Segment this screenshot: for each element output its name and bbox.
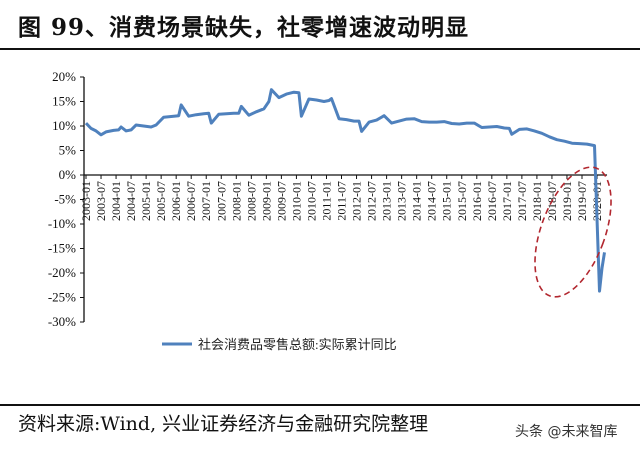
y-axis: 20% 15% 10% 5% 0% -5% -10% -15% -20% -25% -30% [48, 69, 85, 329]
x-tick-label: 2015-07 [455, 181, 469, 221]
y-tick-label: 10% [52, 118, 76, 133]
x-tick-label: 2012-01 [350, 181, 364, 221]
x-tick-label: 2013-01 [380, 181, 394, 221]
x-tick-label: 2008-07 [244, 181, 258, 221]
x-tick-label: 2011-07 [335, 181, 349, 221]
y-tick-label: 5% [59, 143, 77, 158]
x-tick-label: 2005-01 [139, 181, 153, 221]
x-tick-label: 2014-01 [410, 181, 424, 221]
x-tick-label: 2007-01 [199, 181, 213, 221]
y-tick-label: -30% [48, 314, 76, 329]
x-tick-label: 2016-01 [470, 181, 484, 221]
watermark: 头条 @未来智库 [515, 424, 618, 440]
source-note: 资料来源:Wind, 兴业证券经济与金融研究院整理 [18, 413, 429, 435]
x-tick-label: 2003-01 [79, 181, 93, 221]
x-tick-label: 2006-07 [184, 181, 198, 221]
x-tick-label: 2010-07 [304, 181, 318, 221]
highlight-ellipse [534, 166, 612, 298]
x-tick-label: 2007-07 [214, 181, 228, 221]
x-tick-label: 2009-01 [259, 181, 273, 221]
x-tick-label: 2017-01 [500, 181, 514, 221]
legend-label: 社会消费品零售总额:实际累计同比 [198, 337, 397, 352]
x-tick-label: 2004-07 [124, 181, 138, 221]
x-tick-label: 2009-07 [274, 181, 288, 221]
y-tick-label: -20% [48, 265, 76, 280]
x-tick-label: 2016-07 [485, 181, 499, 221]
x-tick-label: 2011-01 [319, 181, 333, 221]
x-tick-label: 2010-01 [289, 181, 303, 221]
x-tick-label: 2019-07 [575, 181, 589, 221]
x-tick-label: 2003-07 [94, 181, 108, 221]
y-tick-label: -15% [48, 241, 76, 256]
line-chart: 20% 15% 10% 5% 0% -5% -10% -15% -20% -25% -30% 200… [48, 69, 612, 352]
x-axis: 2003-01 2003-07 2004-01 2004-07 2005-01 2005-… [79, 174, 608, 221]
figure-title: 图 99、消费场景缺失，社零增速波动明显 [18, 14, 470, 41]
x-tick-label: 2012-07 [365, 181, 379, 221]
y-tick-label: 15% [52, 94, 76, 109]
x-tick-label: 2017-07 [515, 181, 529, 221]
x-tick-label: 2006-01 [169, 181, 183, 221]
x-tick-label: 2015-01 [440, 181, 454, 221]
top-divider [0, 48, 640, 50]
y-tick-label: 20% [52, 69, 76, 84]
x-tick-label: 2004-01 [109, 181, 123, 221]
x-tick-label: 2008-01 [229, 181, 243, 221]
series-line [84, 88, 606, 293]
x-tick-label: 2013-07 [395, 181, 409, 221]
y-tick-label: -10% [48, 216, 76, 231]
x-tick-label: 2014-07 [425, 181, 439, 221]
x-tick-label: 2018-01 [530, 181, 544, 221]
y-tick-label: -5% [54, 192, 76, 207]
y-tick-label: 0% [59, 167, 77, 182]
x-tick-label: 2005-07 [154, 181, 168, 221]
x-tick-label: 2019-01 [560, 181, 574, 221]
y-tick-label: -25% [48, 290, 76, 305]
bottom-divider [0, 404, 640, 406]
